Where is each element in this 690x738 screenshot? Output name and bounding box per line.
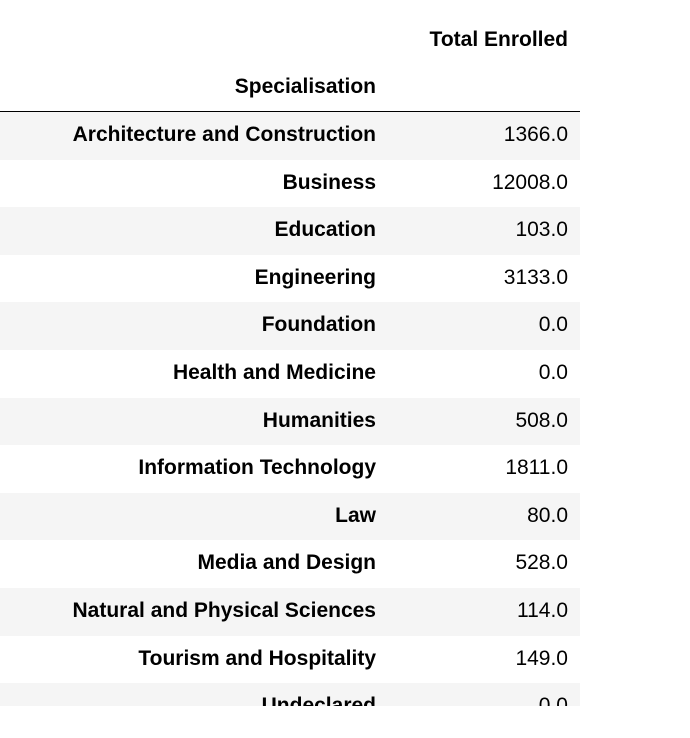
table-row: Architecture and Construction 1366.0 (0, 112, 580, 160)
table-row: Engineering 3133.0 (0, 254, 580, 303)
dataframe-table: Total Enrolled Specialisation Architectu… (0, 16, 580, 706)
table-body: Architecture and Construction 1366.0 Busin… (0, 112, 580, 706)
row-value-total-enrolled: 103.0 (515, 218, 568, 242)
row-index-label: Information Technology (138, 456, 376, 480)
row-value-total-enrolled: 80.0 (527, 503, 568, 527)
row-value-total-enrolled: 0.0 (538, 360, 568, 384)
table-row: Education 103.0 (0, 207, 580, 255)
row-value-total-enrolled: 528.0 (515, 551, 568, 575)
row-index-label: Education (274, 218, 376, 242)
table-row: Media and Design 528.0 (0, 540, 580, 588)
row-index-label: Engineering (254, 265, 376, 289)
row-index-label: Law (335, 503, 376, 527)
row-index-label: Tourism and Hospitality (138, 646, 376, 670)
row-value-total-enrolled: 12008.0 (492, 170, 568, 194)
table-row: Foundation 0.0 (0, 302, 580, 350)
row-value-total-enrolled: 1366.0 (503, 123, 568, 146)
row-value-total-enrolled: 114.0 (517, 598, 568, 622)
row-index-label: Business (282, 170, 376, 194)
table-row: Undeclared 0.0 (0, 683, 580, 706)
row-value-total-enrolled: 149.0 (515, 646, 568, 670)
row-index-label: Humanities (262, 408, 376, 432)
row-value-total-enrolled: 3133.0 (503, 265, 568, 289)
index-name-row: Specialisation (0, 64, 580, 112)
row-index-label: Natural and Physical Sciences (72, 598, 376, 622)
row-value-total-enrolled: 0.0 (538, 313, 568, 337)
row-index-label: Undeclared (261, 694, 376, 706)
row-index-label: Architecture and Construction (72, 123, 376, 146)
row-value-total-enrolled: 0.0 (538, 694, 568, 706)
table-row: Health and Medicine 0.0 (0, 349, 580, 398)
table-row: Natural and Physical Sciences 114.0 (0, 587, 580, 636)
row-value-total-enrolled: 1811.0 (505, 456, 568, 480)
row-index-label: Media and Design (197, 551, 376, 575)
column-header-row: Total Enrolled (0, 16, 580, 64)
row-index-label: Health and Medicine (172, 360, 376, 384)
column-header-total-enrolled: Total Enrolled (429, 28, 568, 51)
table-row: Tourism and Hospitality 149.0 (0, 635, 580, 684)
table-row: Information Technology 1811.0 (0, 445, 580, 493)
table-row: Humanities 508.0 (0, 397, 580, 446)
row-index-label: Foundation (261, 313, 376, 337)
index-name-specialisation: Specialisation (234, 75, 376, 98)
table-row: Law 80.0 (0, 492, 580, 541)
row-value-total-enrolled: 508.0 (515, 408, 568, 432)
table-row: Business 12008.0 (0, 159, 580, 208)
